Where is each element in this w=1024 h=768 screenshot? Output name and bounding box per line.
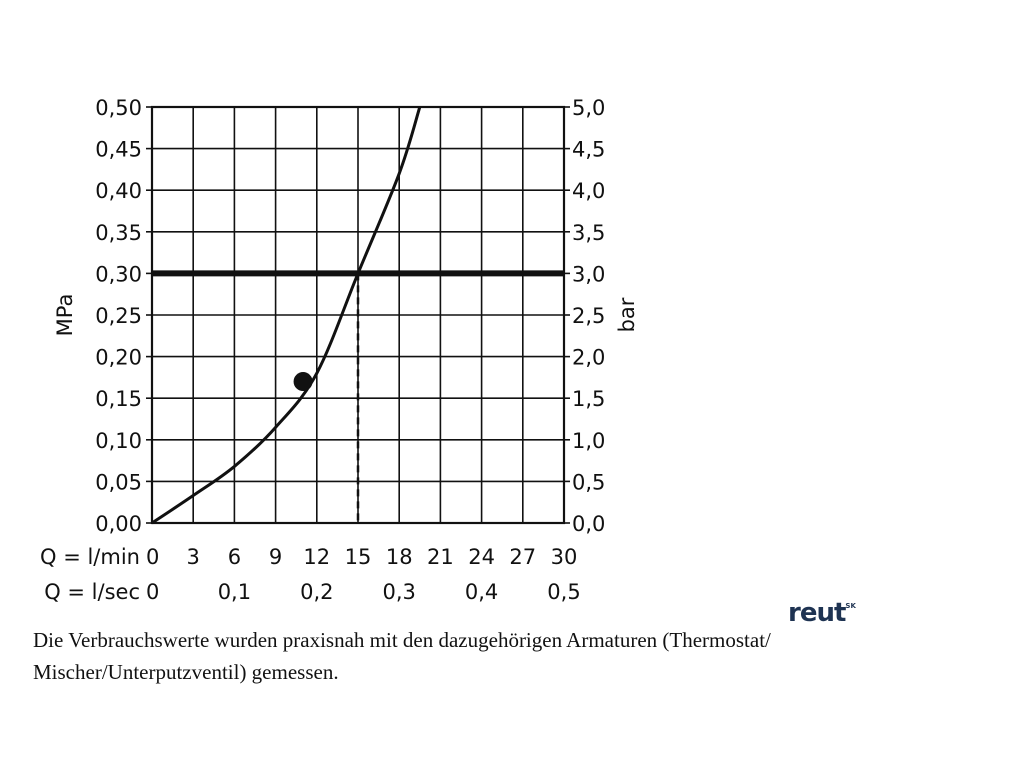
x-lsec-tick-label: 0,2 bbox=[300, 580, 333, 604]
y-left-tick-label: 0,40 bbox=[95, 179, 142, 203]
logo-superscript: SK bbox=[845, 602, 856, 611]
y-right-tick-label: 1,5 bbox=[572, 387, 605, 411]
y-right-tick-label: 0,0 bbox=[572, 512, 605, 536]
x-lmin-tick-label: 27 bbox=[509, 545, 536, 569]
y-right-axis-title: bar bbox=[615, 297, 639, 332]
y-right-tick-label: 1,0 bbox=[572, 429, 605, 453]
chart-marks bbox=[151, 106, 564, 525]
y-right-tick-label: 2,5 bbox=[572, 304, 605, 328]
y-left-tick-label: 0,50 bbox=[95, 96, 142, 120]
y-right-tick-label: 4,5 bbox=[572, 138, 605, 162]
y-left-tick-label: 0,00 bbox=[95, 512, 142, 536]
x-lsec-tick-label: 0 bbox=[146, 580, 159, 604]
x-lsec-tick-label: 0,5 bbox=[547, 580, 580, 604]
x-lmin-axis-title: Q = l/min bbox=[40, 545, 140, 569]
x-lsec-tick-label: 0,4 bbox=[465, 580, 498, 604]
y-right-tick-label: 0,5 bbox=[572, 470, 605, 494]
y-left-tick-label: 0,35 bbox=[95, 221, 142, 245]
chart-axes bbox=[146, 105, 570, 525]
x-lsec-tick-label: 0,3 bbox=[382, 580, 415, 604]
chart-labels: 0,000,050,100,150,200,250,300,350,400,45… bbox=[40, 96, 639, 604]
y-left-tick-label: 0,20 bbox=[95, 346, 142, 370]
x-lmin-tick-label: 15 bbox=[345, 545, 372, 569]
chart-caption: Die Verbrauchswerte wurden praxisnah mit… bbox=[33, 628, 771, 684]
x-lmin-tick-label: 30 bbox=[551, 545, 578, 569]
x-lmin-tick-label: 3 bbox=[187, 545, 200, 569]
y-left-tick-label: 0,30 bbox=[95, 262, 142, 286]
y-right-tick-label: 5,0 bbox=[572, 96, 605, 120]
x-lmin-tick-label: 9 bbox=[269, 545, 282, 569]
y-left-tick-label: 0,05 bbox=[95, 470, 142, 494]
y-left-tick-label: 0,15 bbox=[95, 387, 142, 411]
y-left-axis-title: MPa bbox=[53, 294, 77, 337]
y-left-tick-label: 0,25 bbox=[95, 304, 142, 328]
y-right-tick-label: 3,0 bbox=[572, 262, 605, 286]
logo-text: reut bbox=[788, 598, 846, 628]
x-lmin-tick-label: 21 bbox=[427, 545, 454, 569]
x-lmin-tick-label: 24 bbox=[468, 545, 495, 569]
x-lmin-tick-label: 6 bbox=[228, 545, 241, 569]
y-right-tick-label: 2,0 bbox=[572, 346, 605, 370]
x-lmin-tick-label: 18 bbox=[386, 545, 413, 569]
reut-logo: reutSK bbox=[788, 598, 856, 628]
x-lmin-tick-label: 0 bbox=[146, 545, 159, 569]
y-left-tick-label: 0,45 bbox=[95, 138, 142, 162]
x-lmin-tick-label: 12 bbox=[303, 545, 330, 569]
y-right-tick-label: 4,0 bbox=[572, 179, 605, 203]
y-left-tick-label: 0,10 bbox=[95, 429, 142, 453]
pressure-flow-chart: 0,000,050,100,150,200,250,300,350,400,45… bbox=[40, 96, 639, 604]
x-lsec-tick-label: 0,1 bbox=[218, 580, 251, 604]
x-lsec-axis-title: Q = l/sec bbox=[44, 580, 140, 604]
marker-point bbox=[293, 372, 313, 392]
y-right-tick-label: 3,5 bbox=[572, 221, 605, 245]
